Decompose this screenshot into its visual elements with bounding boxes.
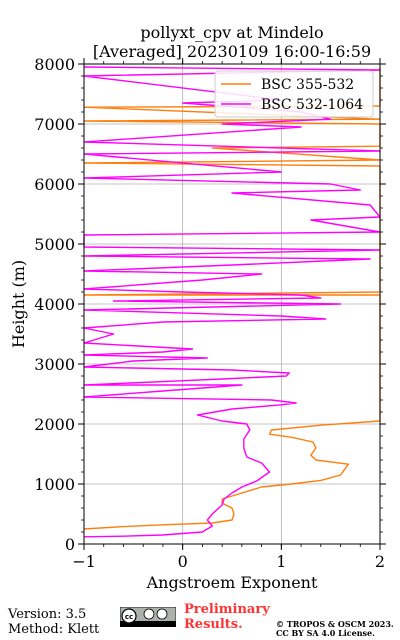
x-tick-label: 1 [276, 552, 286, 571]
x-tick-label: 2 [375, 552, 385, 571]
method-text: Method: Klett [8, 622, 100, 637]
cc-badge-text: cc [125, 613, 133, 621]
copyright-line-1: © TROPOS & OSCM 2023. [276, 619, 394, 629]
version-text: Version: 3.5 [8, 607, 87, 622]
y-tick-label: 2000 [34, 415, 75, 434]
y-tick-label: 8000 [34, 55, 75, 74]
preliminary-notice: Preliminary Results. [184, 602, 270, 632]
chart-subtitle: [Averaged] 20230109 16:00-16:59 [93, 42, 371, 61]
x-tick-label: −1 [72, 552, 96, 571]
chart-title: pollyxt_cpv at Mindelo [140, 23, 323, 42]
y-tick-label: 5000 [34, 235, 75, 254]
y-tick-label: 4000 [34, 295, 75, 314]
angstroem-chart: pollyxt_cpv at Mindelo [Averaged] 202301… [9, 23, 386, 592]
series-layer [83, 66, 381, 538]
x-axis-label: Angstroem Exponent [146, 573, 318, 592]
legend: BSC 355-532 BSC 532-1064 [214, 70, 374, 118]
by-icon [143, 608, 155, 620]
copyright-notice: © TROPOS & OSCM 2023. CC BY SA 4.0 Licen… [276, 620, 394, 638]
preliminary-line-1: Preliminary [184, 602, 270, 617]
y-tick-label: 3000 [34, 355, 75, 374]
series-line-0 [83, 67, 381, 530]
y-tick-label: 7000 [34, 115, 75, 134]
y-tick-label: 0 [65, 535, 75, 554]
legend-label-bsc-532-1064: BSC 532-1064 [261, 97, 363, 113]
copyright-line-2: CC BY SA 4.0 License. [276, 628, 375, 638]
legend-label-bsc-355-532: BSC 355-532 [261, 77, 354, 93]
y-axis-label: Height (m) [9, 260, 28, 348]
series-line-1 [83, 66, 381, 538]
cc-license-badge: cc [120, 607, 176, 627]
x-tick-label: 0 [178, 552, 188, 571]
y-tick-label: 6000 [34, 175, 75, 194]
legend-box [214, 70, 374, 118]
sa-icon [156, 608, 168, 620]
y-tick-label: 1000 [34, 475, 75, 494]
preliminary-line-2: Results. [184, 617, 243, 632]
